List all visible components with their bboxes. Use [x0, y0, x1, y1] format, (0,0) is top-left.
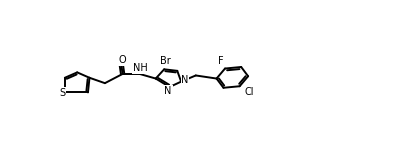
- Text: S: S: [60, 88, 66, 98]
- Text: O: O: [118, 55, 126, 65]
- Text: N: N: [181, 75, 189, 85]
- Text: NH: NH: [133, 63, 148, 73]
- Text: N: N: [164, 86, 172, 96]
- Text: F: F: [218, 56, 224, 66]
- Text: Br: Br: [160, 56, 170, 66]
- Text: Cl: Cl: [245, 87, 254, 97]
